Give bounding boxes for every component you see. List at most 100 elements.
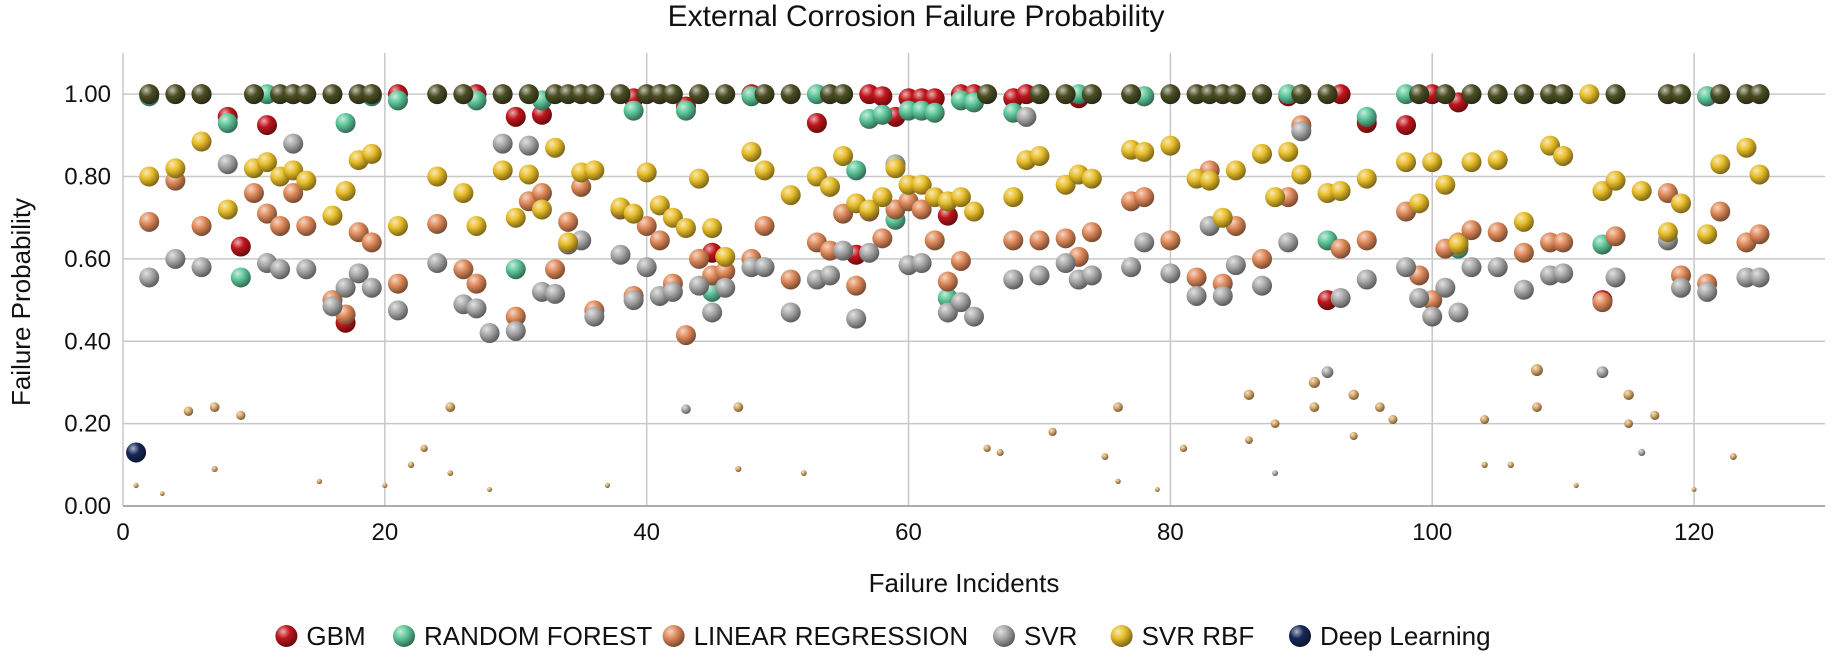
data-point bbox=[505, 259, 526, 280]
data-point bbox=[1252, 143, 1273, 164]
axes: 0.00 0.20 0.40 0.60 0.80 1.00 0 20 40 60 80 100 120 bbox=[64, 81, 1825, 546]
data-point bbox=[209, 402, 220, 413]
data-point bbox=[505, 306, 526, 327]
data-point bbox=[518, 84, 539, 105]
data-point bbox=[1330, 288, 1351, 309]
data-point bbox=[1321, 366, 1334, 379]
data-point bbox=[1435, 84, 1456, 105]
data-point bbox=[1309, 402, 1320, 413]
data-point bbox=[1278, 141, 1299, 162]
data-point bbox=[1081, 222, 1102, 243]
data-point bbox=[558, 211, 579, 232]
data-point bbox=[715, 84, 736, 105]
data-point bbox=[1624, 419, 1634, 429]
data-point bbox=[427, 84, 448, 105]
data-point bbox=[492, 133, 513, 154]
legend-marker bbox=[393, 625, 415, 647]
data-point bbox=[1270, 419, 1280, 429]
data-point bbox=[545, 137, 566, 158]
data-point bbox=[1409, 84, 1430, 105]
data-point bbox=[1291, 121, 1312, 142]
data-point bbox=[924, 88, 945, 109]
data-point bbox=[1243, 389, 1255, 401]
data-point bbox=[487, 487, 493, 493]
data-point bbox=[1212, 285, 1233, 306]
data-point bbox=[230, 267, 251, 288]
data-point bbox=[702, 302, 723, 323]
x-tick-label: 100 bbox=[1412, 519, 1452, 546]
data-point bbox=[885, 158, 906, 179]
data-point bbox=[558, 232, 579, 253]
data-point bbox=[1003, 187, 1024, 208]
data-point bbox=[1212, 207, 1233, 228]
data-point bbox=[1749, 267, 1770, 288]
data-point bbox=[1448, 302, 1469, 323]
data-point bbox=[1605, 267, 1626, 288]
data-point bbox=[335, 180, 356, 201]
data-point bbox=[1749, 224, 1770, 245]
data-point bbox=[1081, 265, 1102, 286]
data-point bbox=[911, 253, 932, 274]
chart-title: External Corrosion Failure Probability bbox=[668, 0, 1165, 33]
data-point bbox=[1396, 257, 1417, 278]
data-point bbox=[1115, 478, 1121, 485]
data-point bbox=[1252, 84, 1273, 105]
data-point bbox=[420, 444, 428, 453]
data-point bbox=[283, 183, 304, 204]
data-point bbox=[1252, 248, 1273, 269]
data-point bbox=[361, 143, 382, 164]
data-point bbox=[571, 176, 592, 197]
data-point bbox=[183, 406, 194, 417]
data-point bbox=[531, 183, 552, 204]
data-point bbox=[636, 162, 657, 183]
data-point bbox=[1448, 234, 1469, 255]
data-point bbox=[806, 113, 827, 134]
legend-label: Deep Learning bbox=[1320, 621, 1491, 651]
series-svr-rbf bbox=[139, 84, 1770, 267]
data-point bbox=[1278, 232, 1299, 253]
data-point bbox=[296, 170, 317, 191]
data-point bbox=[1388, 414, 1398, 425]
data-point bbox=[1487, 222, 1508, 243]
data-point bbox=[1160, 263, 1181, 284]
data-point bbox=[1356, 230, 1377, 251]
data-point bbox=[257, 152, 278, 173]
series-svr bbox=[139, 106, 1770, 477]
x-tick-label: 20 bbox=[371, 519, 398, 546]
legend-label: LINEAR REGRESSION bbox=[694, 621, 969, 651]
legend-marker bbox=[662, 625, 685, 647]
data-point bbox=[1691, 487, 1697, 493]
data-point bbox=[492, 84, 513, 105]
data-point bbox=[243, 183, 264, 204]
y-tick-label: 0.00 bbox=[64, 493, 111, 520]
series-deep-learning bbox=[126, 442, 147, 463]
data-point bbox=[1487, 257, 1508, 278]
data-point bbox=[1160, 230, 1181, 251]
data-point bbox=[165, 84, 186, 105]
data-point bbox=[1638, 448, 1646, 457]
data-point bbox=[1480, 414, 1490, 425]
data-point bbox=[689, 168, 710, 189]
data-point bbox=[1308, 376, 1320, 389]
series-low-value-residuals bbox=[133, 364, 1737, 497]
y-tick-label: 0.40 bbox=[64, 328, 111, 355]
data-point bbox=[1055, 228, 1076, 249]
data-point bbox=[1697, 224, 1718, 245]
data-points bbox=[126, 84, 1770, 497]
data-point bbox=[191, 84, 212, 105]
legend-marker bbox=[1289, 625, 1311, 647]
data-point bbox=[296, 84, 317, 105]
data-point bbox=[689, 84, 710, 105]
data-point bbox=[846, 275, 867, 296]
series-combined-1-00 bbox=[139, 84, 1770, 105]
data-point bbox=[270, 215, 291, 236]
data-point bbox=[872, 228, 893, 249]
data-point bbox=[270, 259, 291, 280]
data-point bbox=[445, 402, 456, 413]
data-point bbox=[322, 84, 343, 105]
data-point bbox=[387, 215, 408, 236]
data-point bbox=[1048, 427, 1057, 437]
data-point bbox=[230, 236, 251, 257]
data-point bbox=[531, 199, 552, 220]
data-point bbox=[911, 199, 932, 220]
